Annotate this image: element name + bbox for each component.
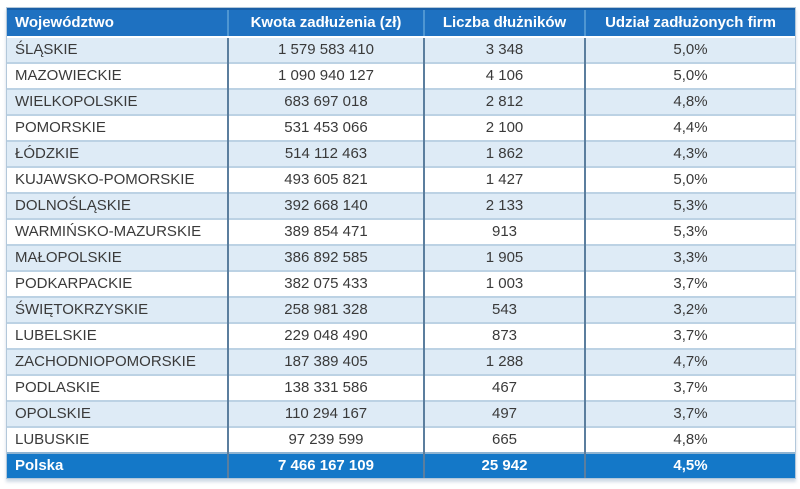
table-row: ŚLĄSKIE 1 579 583 410 3 348 5,0% [7,37,795,63]
debtors-cell: 1 427 [423,166,585,193]
debtors-cell: 2 133 [423,192,585,219]
col-header-debt-amount: Kwota zadłużenia (zł) [227,8,424,38]
amount-cell: 493 605 821 [227,166,424,193]
amount-cell: 187 389 405 [227,348,424,375]
share-cell: 5,3% [584,192,795,219]
amount-cell: 258 981 328 [227,296,424,323]
region-cell: ŁÓDZKIE [7,140,228,167]
share-cell: 3,7% [584,374,795,401]
debtors-cell: 913 [423,218,585,245]
share-cell: 3,3% [584,244,795,271]
share-cell: 4,4% [584,114,795,141]
table-row: MAŁOPOLSKIE 386 892 585 1 905 3,3% [7,244,795,271]
region-cell: WARMIŃSKO-MAZURSKIE [7,218,228,245]
region-cell: OPOLSKIE [7,400,228,427]
amount-cell: 392 668 140 [227,192,424,219]
region-cell: KUJAWSKO-POMORSKIE [7,166,228,193]
region-cell: MAZOWIECKIE [7,62,228,89]
col-header-indebted-share: Udział zadłużonych firm [584,8,795,38]
region-cell: PODKARPACKIE [7,270,228,297]
region-cell: LUBELSKIE [7,322,228,349]
share-cell: 3,7% [584,322,795,349]
total-debtors-cell: 25 942 [423,452,585,478]
region-cell: PODLASKIE [7,374,228,401]
amount-cell: 389 854 471 [227,218,424,245]
debtors-cell: 467 [423,374,585,401]
share-cell: 3,7% [584,400,795,427]
share-cell: 5,0% [584,166,795,193]
table-row: OPOLSKIE 110 294 167 497 3,7% [7,400,795,427]
total-amount-cell: 7 466 167 109 [227,452,424,478]
amount-cell: 138 331 586 [227,374,424,401]
amount-cell: 97 239 599 [227,426,424,453]
share-cell: 4,7% [584,348,795,375]
amount-cell: 386 892 585 [227,244,424,271]
share-cell: 5,0% [584,37,795,63]
amount-cell: 382 075 433 [227,270,424,297]
voivodeship-debt-table: Województwo Kwota zadłużenia (zł) Liczba… [7,8,795,478]
share-cell: 3,2% [584,296,795,323]
footer-total-row: Polska 7 466 167 109 25 942 4,5% [7,452,795,478]
table-row: WARMIŃSKO-MAZURSKIE 389 854 471 913 5,3% [7,218,795,245]
table-row: MAZOWIECKIE 1 090 940 127 4 106 5,0% [7,62,795,89]
region-cell: ZACHODNIOPOMORSKIE [7,348,228,375]
region-cell: ŚLĄSKIE [7,37,228,63]
table-row: POMORSKIE 531 453 066 2 100 4,4% [7,114,795,141]
region-cell: DOLNOŚLĄSKIE [7,192,228,219]
amount-cell: 531 453 066 [227,114,424,141]
share-cell: 4,3% [584,140,795,167]
header-row: Województwo Kwota zadłużenia (zł) Liczba… [7,8,795,38]
table-row: DOLNOŚLĄSKIE 392 668 140 2 133 5,3% [7,192,795,219]
share-cell: 5,0% [584,62,795,89]
debtors-cell: 4 106 [423,62,585,89]
debtors-cell: 543 [423,296,585,323]
amount-cell: 1 090 940 127 [227,62,424,89]
region-cell: MAŁOPOLSKIE [7,244,228,271]
share-cell: 5,3% [584,218,795,245]
col-header-voivodeship: Województwo [7,8,228,38]
amount-cell: 514 112 463 [227,140,424,167]
table-row: PODLASKIE 138 331 586 467 3,7% [7,374,795,401]
debt-table-container: Województwo Kwota zadłużenia (zł) Liczba… [6,7,796,479]
amount-cell: 683 697 018 [227,88,424,115]
debtors-cell: 1 288 [423,348,585,375]
share-cell: 4,8% [584,88,795,115]
share-cell: 4,8% [584,426,795,453]
total-share-cell: 4,5% [584,452,795,478]
table-row: LUBELSKIE 229 048 490 873 3,7% [7,322,795,349]
table-row: ZACHODNIOPOMORSKIE 187 389 405 1 288 4,7… [7,348,795,375]
debtors-cell: 2 812 [423,88,585,115]
region-cell: ŚWIĘTOKRZYSKIE [7,296,228,323]
debtors-cell: 2 100 [423,114,585,141]
debtors-cell: 1 862 [423,140,585,167]
table-row: LUBUSKIE 97 239 599 665 4,8% [7,426,795,453]
col-header-debtor-count: Liczba dłużników [423,8,585,38]
region-cell: WIELKOPOLSKIE [7,88,228,115]
table-row: PODKARPACKIE 382 075 433 1 003 3,7% [7,270,795,297]
table-row: ŁÓDZKIE 514 112 463 1 862 4,3% [7,140,795,167]
debtors-cell: 873 [423,322,585,349]
debtors-cell: 3 348 [423,37,585,63]
table-row: KUJAWSKO-POMORSKIE 493 605 821 1 427 5,0… [7,166,795,193]
debtors-cell: 1 003 [423,270,585,297]
amount-cell: 110 294 167 [227,400,424,427]
debtors-cell: 665 [423,426,585,453]
table-row: WIELKOPOLSKIE 683 697 018 2 812 4,8% [7,88,795,115]
amount-cell: 1 579 583 410 [227,37,424,63]
table-row: ŚWIĘTOKRZYSKIE 258 981 328 543 3,2% [7,296,795,323]
debtors-cell: 1 905 [423,244,585,271]
amount-cell: 229 048 490 [227,322,424,349]
region-cell: LUBUSKIE [7,426,228,453]
debtors-cell: 497 [423,400,585,427]
total-region-cell: Polska [7,452,228,478]
share-cell: 3,7% [584,270,795,297]
region-cell: POMORSKIE [7,114,228,141]
